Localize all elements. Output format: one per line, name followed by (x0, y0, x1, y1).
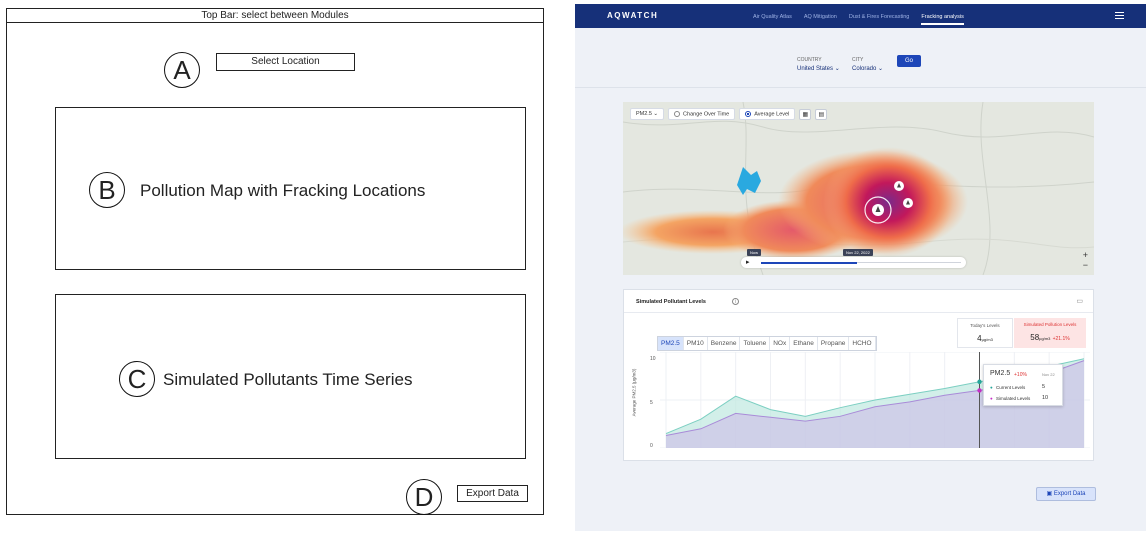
zoom-in-button[interactable]: + (1082, 250, 1088, 260)
tab-toluene[interactable]: Toluene (740, 337, 771, 350)
tab-pm10[interactable]: PM10 (684, 337, 708, 350)
tooltip-current-value: 5 (1042, 384, 1046, 390)
layers-icon[interactable]: ▦ (799, 108, 812, 120)
export-data-label: Export Data (1053, 491, 1086, 497)
export-data-button[interactable]: ▣ Export Data (1036, 487, 1096, 501)
map-placeholder-label: Pollution Map with Fracking Locations (140, 181, 426, 200)
app-mockup: AQWATCH Air Quality Atlas AQ Mitigation … (575, 4, 1146, 531)
file-icon: ▣ (1046, 491, 1053, 497)
current-dot-icon: ● (990, 385, 993, 390)
timeline-track[interactable] (761, 262, 961, 263)
info-icon[interactable]: i (732, 298, 739, 305)
chart-y-axis-label: Average PM2.5 (µg/m3) (631, 368, 637, 417)
tooltip-title: PM2.5 (990, 370, 1011, 377)
calendar-icon[interactable]: ▤ (815, 108, 828, 120)
simulated-levels-delta: +21.1% (1052, 336, 1070, 342)
chart-card-title: Simulated Pollutant Levels (636, 299, 706, 305)
todays-levels: Today's Levels 4µg/m3 (957, 318, 1013, 348)
city-label: CITY (852, 57, 864, 63)
radio-selected-icon (745, 111, 752, 117)
tab-pm25[interactable]: PM2.5 (658, 337, 684, 350)
wireframe-top-bar: Top Bar: select between Modules (7, 9, 543, 23)
tooltip-current-label: Current Levels (996, 385, 1026, 390)
chart-tooltip: PM2.5 +10% Nov 22 ● Current Levels 5 ● S… (983, 364, 1063, 406)
y-tick-10: 10 (650, 356, 656, 362)
y-tick-0: 0 (650, 443, 653, 449)
marker-b: B (89, 172, 125, 208)
marker-d: D (406, 479, 442, 515)
timeseries-placeholder-label: Simulated Pollutants Time Series (163, 370, 413, 389)
marker-a: A (164, 52, 200, 88)
marker-c: C (119, 361, 155, 397)
nav-dust-fires[interactable]: Dust & Fires Forecasting (848, 14, 910, 20)
tab-ethane[interactable]: Ethane (790, 337, 818, 350)
tooltip-sim-value: 10 (1042, 395, 1049, 401)
top-nav: AQWATCH Air Quality Atlas AQ Mitigation … (575, 4, 1146, 28)
location-bar: COUNTRY United States ⌄ CITY Colorado ⌄ (575, 28, 1146, 88)
timeline-end-label: Nov 22, 2022 (843, 249, 873, 256)
pollutant-select[interactable]: PM2.5 ⌄ (630, 108, 665, 121)
simulated-levels-unit: µg/m3 (1039, 336, 1051, 341)
wireframe-export-button[interactable]: Export Data (457, 485, 528, 502)
tooltip-date: Nov 22 (1042, 372, 1055, 377)
country-label: COUNTRY (797, 57, 822, 63)
simulated-levels-label: Simulated Pollution Levels (1023, 322, 1077, 327)
y-tick-5: 5 (650, 400, 653, 406)
mode-change-label: Change Over Time (683, 111, 730, 118)
timeline-slider[interactable]: ▸ (741, 257, 966, 268)
timeseries-placeholder: C Simulated Pollutants Time Series (55, 294, 526, 459)
chevron-down-icon: ⌄ (834, 66, 840, 72)
pollutant-value: PM2.5 (636, 111, 652, 118)
map-placeholder: B Pollution Map with Fracking Locations (55, 107, 526, 270)
radio-icon (674, 111, 681, 117)
wireframe: Top Bar: select between Modules A Select… (6, 8, 544, 515)
play-icon[interactable]: ▸ (746, 259, 750, 266)
simulated-levels: Simulated Pollution Levels 58µg/m3 +21.1… (1014, 318, 1086, 348)
nav-aq-mitigation[interactable]: AQ Mitigation (803, 14, 837, 20)
pollutant-tabs: PM2.5 PM10 Benzene Toluene NOx Ethane Pr… (657, 336, 877, 351)
pollution-map[interactable]: PM2.5 ⌄ Change Over Time Average Level ▦… (623, 102, 1094, 275)
tab-hcho[interactable]: HCHO (849, 337, 876, 350)
country-select[interactable]: COUNTRY United States ⌄ (797, 57, 840, 72)
timeline-start-label: Now (747, 249, 762, 256)
todays-levels-value: 4 (977, 334, 982, 343)
hamburger-menu-icon[interactable] (1115, 12, 1124, 19)
nav-fracking-analysis[interactable]: Fracking analysis (921, 14, 964, 25)
map-canvas (623, 102, 1094, 275)
mode-avg-label: Average Level (754, 111, 790, 118)
hover-point-1 (977, 388, 982, 393)
city-select[interactable]: CITY Colorado ⌄ (852, 57, 883, 72)
divider (624, 312, 1093, 313)
map-toolbar: PM2.5 ⌄ Change Over Time Average Level ▦… (630, 108, 828, 121)
todays-levels-label: Today's Levels (970, 323, 1000, 328)
chevron-down-icon: ⌄ (878, 66, 884, 72)
mode-average-level[interactable]: Average Level (739, 108, 796, 121)
pollutant-chart-card: Simulated Pollutant Levels i ▭ PM2.5 PM1… (623, 289, 1094, 461)
tab-nox[interactable]: NOx (770, 337, 791, 350)
timeline-range (761, 262, 857, 264)
download-icon[interactable]: ▭ (1076, 298, 1083, 305)
tooltip-pct: +10% (1014, 372, 1027, 378)
todays-levels-unit: µg/m3 (981, 337, 993, 342)
mode-change-over-time[interactable]: Change Over Time (668, 108, 736, 121)
simulated-dot-icon: ● (990, 396, 993, 401)
go-button[interactable]: Go (897, 55, 921, 67)
simulated-levels-value: 58 (1030, 333, 1040, 342)
zoom-out-button[interactable]: − (1082, 260, 1088, 270)
tooltip-sim-label: Simulated Levels (996, 396, 1031, 401)
tab-propane[interactable]: Propane (818, 337, 850, 350)
tab-benzene[interactable]: Benzene (708, 337, 741, 350)
hover-point-0 (977, 379, 982, 384)
city-value: Colorado (852, 66, 877, 72)
brand-logo: AQWATCH (607, 11, 659, 20)
select-location-button[interactable]: Select Location (216, 53, 355, 71)
country-value: United States (797, 66, 834, 72)
nav-air-quality-atlas[interactable]: Air Quality Atlas (753, 14, 792, 20)
